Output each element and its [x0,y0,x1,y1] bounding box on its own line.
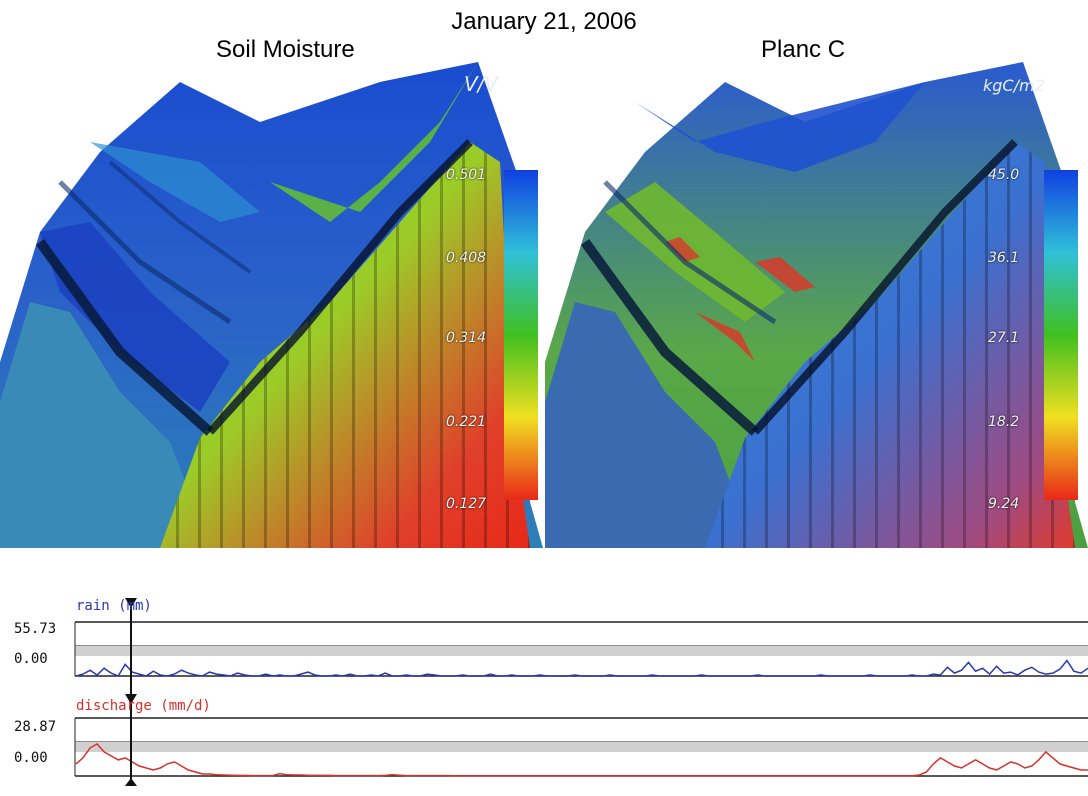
soil-moisture-surface [0,62,543,548]
discharge-label: discharge (mm/d) [76,698,211,714]
discharge-min-value: 0.00 [14,750,48,766]
time-cursor[interactable] [125,598,137,786]
soil-moisture-unit: V/V [464,72,499,96]
plant-carbon-map[interactable] [545,62,1088,548]
plant-carbon-tick: 45.0 [988,167,1020,183]
plant-carbon-tick: 9.24 [988,496,1020,512]
soil-moisture-colorbar [504,170,538,500]
soil-moisture-tick: 0.221 [446,414,487,430]
soil-moisture-tick: 0.127 [446,496,487,512]
plant-carbon-tick: 36.1 [988,250,1020,266]
plant-carbon-surface [545,62,1088,548]
discharge-series-line [75,742,1088,777]
soil-moisture-tick: 0.314 [446,330,487,346]
discharge-max-value: 28.87 [14,719,57,735]
plant-carbon-tick: 18.2 [988,414,1020,430]
date-title: January 21, 2006 [451,8,637,35]
time-series-panel[interactable] [0,580,1088,790]
rain-max-value: 55.73 [14,621,57,637]
rain-label: rain (mm) [76,598,152,614]
soil-moisture-map[interactable] [0,62,543,548]
plant-carbon-tick: 27.1 [988,330,1020,346]
soil-moisture-title: Soil Moisture [216,36,355,63]
plant-carbon-colorbar [1044,170,1078,500]
plant-carbon-unit: kgC/m2 [983,76,1045,95]
soil-moisture-tick: 0.501 [446,167,487,183]
plant-carbon-title: Planc C [761,36,846,63]
rain-min-value: 0.00 [14,651,48,667]
rain-series-line [75,659,1088,677]
soil-moisture-tick: 0.408 [446,250,487,266]
